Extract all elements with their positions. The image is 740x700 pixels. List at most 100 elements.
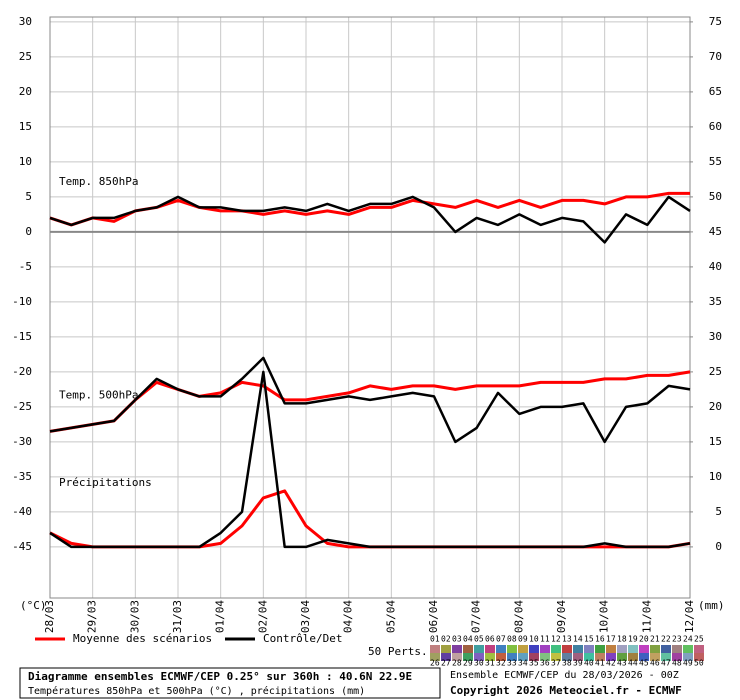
- member-label: 34: [518, 659, 528, 668]
- member-swatch: [441, 645, 451, 653]
- info-title: Diagramme ensembles ECMWF/CEP 0.25° sur …: [28, 670, 412, 683]
- member-swatch: [507, 653, 517, 661]
- y2-tick-label: 20: [709, 400, 722, 413]
- member-swatch: [683, 645, 693, 653]
- member-swatch: [474, 645, 484, 653]
- member-swatch: [650, 645, 660, 653]
- run-info: Ensemble ECMWF/CEP du 28/03/2026 - 00Z: [450, 670, 679, 681]
- member-swatch: [452, 645, 462, 653]
- member-swatch: [672, 653, 682, 661]
- x-tick-label: 31/03: [171, 600, 184, 633]
- member-label: 03: [452, 635, 462, 644]
- member-swatch: [672, 645, 682, 653]
- y-axis-label: (°C): [20, 599, 47, 612]
- member-label: 11: [540, 635, 550, 644]
- member-label: 41: [595, 659, 605, 668]
- member-swatch: [463, 645, 473, 653]
- y-tick-label: -10: [12, 295, 32, 308]
- y2-tick-label: 10: [709, 470, 722, 483]
- y-tick-label: 20: [19, 85, 32, 98]
- member-swatch: [639, 653, 649, 661]
- member-swatch: [606, 653, 616, 661]
- y-tick-label: -5: [19, 260, 32, 273]
- member-swatch: [441, 653, 451, 661]
- y-tick-label: 10: [19, 155, 32, 168]
- y2-tick-label: 50: [709, 190, 722, 203]
- member-label: 08: [507, 635, 517, 644]
- member-label: 13: [562, 635, 572, 644]
- member-swatch: [584, 653, 594, 661]
- member-swatch: [584, 645, 594, 653]
- member-label: 02: [441, 635, 451, 644]
- member-label: 38: [562, 659, 572, 668]
- member-swatch: [430, 653, 440, 661]
- x-tick-label: 06/04: [427, 600, 440, 633]
- x-tick-label: 29/03: [86, 600, 99, 633]
- x-tick-label: 30/03: [128, 600, 141, 633]
- member-label: 21: [650, 635, 660, 644]
- member-swatch: [518, 653, 528, 661]
- legend-mean: Moyenne des scénarios: [73, 632, 212, 645]
- y2-tick-label: 5: [715, 505, 722, 518]
- member-swatch: [474, 653, 484, 661]
- member-swatch: [694, 653, 704, 661]
- member-swatch: [595, 653, 605, 661]
- member-label: 37: [551, 659, 561, 668]
- y2-tick-label: 40: [709, 260, 722, 273]
- members-label: 50 Perts.: [368, 645, 428, 658]
- x-tick-label: 04/04: [342, 600, 355, 633]
- series-line: [49, 356, 691, 444]
- x-tick-label: 03/04: [299, 600, 312, 633]
- panel-label: Temp. 500hPa: [59, 388, 138, 401]
- member-swatch: [573, 645, 583, 653]
- member-swatch: [540, 645, 550, 653]
- y-tick-label: 15: [19, 120, 32, 133]
- member-label: 25: [694, 635, 704, 644]
- member-swatch: [628, 645, 638, 653]
- member-label: 46: [650, 659, 660, 668]
- y2-tick-label: 0: [715, 540, 722, 553]
- x-tick-label: 12/04: [683, 600, 696, 633]
- member-swatch: [595, 645, 605, 653]
- y-tick-label: 30: [19, 15, 32, 28]
- member-label: 24: [683, 635, 693, 644]
- member-swatch: [540, 653, 550, 661]
- member-label: 30: [474, 659, 484, 668]
- y2-tick-label: 35: [709, 295, 722, 308]
- y-tick-label: -30: [12, 435, 32, 448]
- member-swatch: [551, 645, 561, 653]
- member-label: 29: [463, 659, 473, 668]
- y2-tick-label: 60: [709, 120, 722, 133]
- member-label: 45: [639, 659, 649, 668]
- series-line: [49, 370, 691, 549]
- member-label: 32: [496, 659, 506, 668]
- member-swatch: [617, 653, 627, 661]
- member-label: 23: [672, 635, 682, 644]
- y2-axis-label: (mm): [698, 599, 725, 612]
- member-swatch: [639, 645, 649, 653]
- y-tick-label: 5: [25, 190, 32, 203]
- y2-tick-label: 55: [709, 155, 722, 168]
- member-swatch: [694, 645, 704, 653]
- member-label: 48: [672, 659, 682, 668]
- y-tick-label: -40: [12, 505, 32, 518]
- x-tick-label: 11/04: [640, 600, 653, 633]
- member-label: 33: [507, 659, 517, 668]
- x-tick-label: 05/04: [384, 600, 397, 633]
- x-tick-label: 10/04: [598, 600, 611, 633]
- y2-tick-label: 45: [709, 225, 722, 238]
- x-tick-label: 28/03: [43, 600, 56, 633]
- x-tick-label: 01/04: [214, 600, 227, 633]
- y-tick-label: 25: [19, 50, 32, 63]
- panel-label: Précipitations: [59, 476, 152, 489]
- member-label: 31: [485, 659, 495, 668]
- member-swatch: [485, 645, 495, 653]
- member-label: 44: [628, 659, 638, 668]
- member-label: 50: [694, 659, 704, 668]
- x-tick-label: 09/04: [555, 600, 568, 633]
- y2-tick-label: 65: [709, 85, 722, 98]
- member-swatch: [573, 653, 583, 661]
- member-label: 10: [529, 635, 539, 644]
- member-swatch: [562, 653, 572, 661]
